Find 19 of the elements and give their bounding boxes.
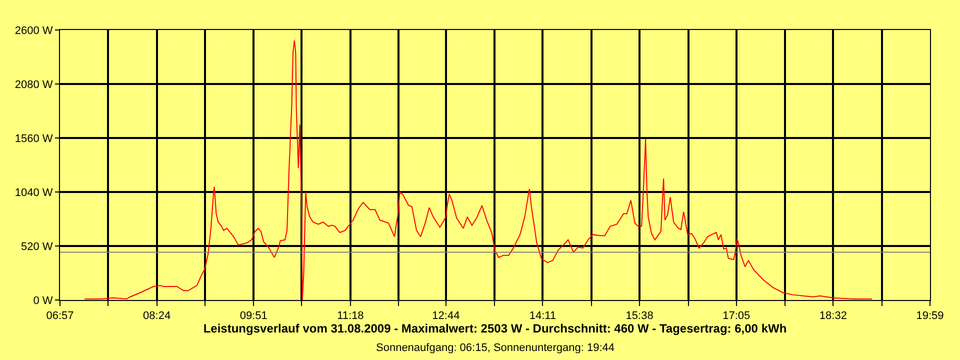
- x-tick-label: 08:24: [143, 310, 171, 322]
- y-tick-label: 2600 W: [14, 24, 54, 37]
- x-tick-label: 14:11: [529, 310, 556, 322]
- x-tick-label: 12:44: [432, 310, 460, 322]
- text: Leistungsverlauf vom 31.08.2009 - Maximalwert: 2503 W - Durchschnitt: 460 W - Tagesertrag: 6,00 kWh: [203, 321, 787, 336]
- y-tick-label: 1040 W: [14, 186, 54, 199]
- y-tick-label: 520 W: [21, 240, 54, 253]
- x-tick-label: 11:18: [337, 310, 364, 322]
- x-tick-label: 06:57: [46, 310, 74, 322]
- text: Sonnenaufgang: 06:15, Sonnenuntergang: 19:44: [376, 342, 615, 354]
- x-tick-label: 09:51: [240, 310, 268, 322]
- x-tick-label: 17:05: [722, 310, 750, 322]
- x-tick-label: 19:59: [916, 310, 944, 322]
- y-tick-label: 2080 W: [14, 78, 54, 91]
- y-tick-label: 1560 W: [14, 132, 54, 145]
- x-tick-label: 15:38: [626, 310, 654, 322]
- y-tick-label: 0 W: [33, 294, 54, 307]
- x-tick-label: 18:32: [819, 310, 847, 322]
- line-series: [84, 40, 872, 300]
